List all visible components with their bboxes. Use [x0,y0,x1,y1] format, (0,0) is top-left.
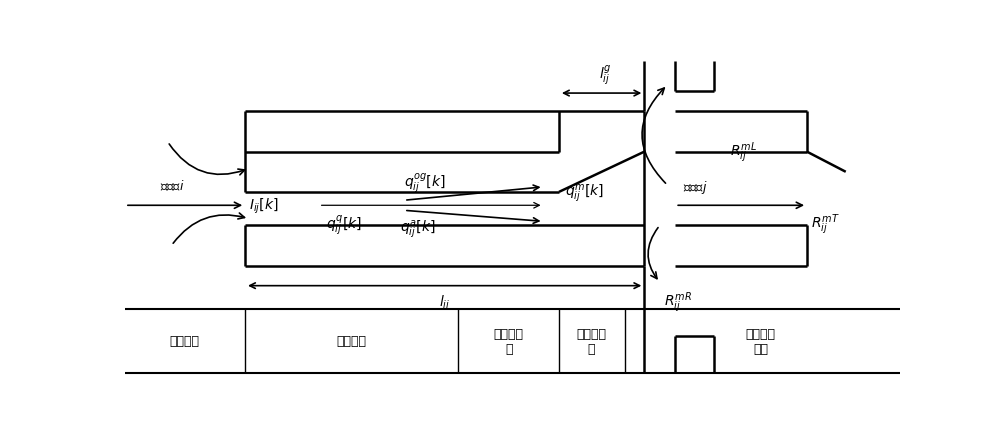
Text: 交叉口$i$: 交叉口$i$ [160,179,184,193]
Text: $q_{ij}^{q}[k]$: $q_{ij}^{q}[k]$ [326,213,362,236]
Text: $R_{ij}^{mT}$: $R_{ij}^{mT}$ [811,212,840,236]
Text: $l_{ij}$: $l_{ij}$ [439,293,450,312]
Text: $l_{ij}^{g}$: $l_{ij}^{g}$ [599,63,612,87]
Text: 转入车道
组: 转入车道 组 [494,327,524,355]
Text: $R_{ij}^{mL}$: $R_{ij}^{mL}$ [730,140,756,164]
Text: 上游输入: 上游输入 [170,335,200,348]
Text: $q_{ij}^{og}[k]$: $q_{ij}^{og}[k]$ [404,171,446,195]
Text: 交叉口$j$: 交叉口$j$ [683,179,708,196]
Text: $q_{ij}^{m}[k]$: $q_{ij}^{m}[k]$ [565,181,604,204]
Text: 驶入下游
路段: 驶入下游 路段 [746,327,776,355]
Text: 排入队尾: 排入队尾 [336,335,366,348]
Text: 驶离停车
线: 驶离停车 线 [577,327,607,355]
Text: $R_{ij}^{mR}$: $R_{ij}^{mR}$ [664,289,692,314]
Text: $q_{ij}^{a}[k]$: $q_{ij}^{a}[k]$ [400,217,436,239]
Text: $I_{ij}[k]$: $I_{ij}[k]$ [249,196,279,215]
